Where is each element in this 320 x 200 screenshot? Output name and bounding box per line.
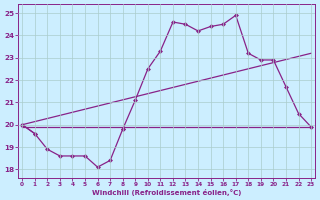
X-axis label: Windchill (Refroidissement éolien,°C): Windchill (Refroidissement éolien,°C) bbox=[92, 189, 241, 196]
